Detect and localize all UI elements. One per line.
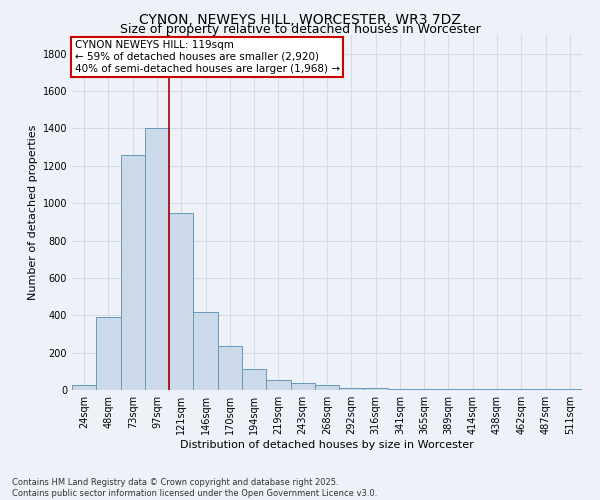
Bar: [145, 128, 169, 390]
Text: CYNON NEWEYS HILL: 119sqm
← 59% of detached houses are smaller (2,920)
40% of se: CYNON NEWEYS HILL: 119sqm ← 59% of detac…: [74, 40, 340, 74]
Bar: [412, 389, 436, 390]
Bar: [193, 312, 218, 390]
Bar: [290, 384, 315, 390]
Bar: [266, 380, 290, 390]
Text: Size of property relative to detached houses in Worcester: Size of property relative to detached ho…: [119, 22, 481, 36]
Bar: [339, 388, 364, 390]
Text: CYNON, NEWEYS HILL, WORCESTER, WR3 7DZ: CYNON, NEWEYS HILL, WORCESTER, WR3 7DZ: [139, 12, 461, 26]
Bar: [558, 389, 582, 390]
Bar: [315, 386, 339, 390]
X-axis label: Distribution of detached houses by size in Worcester: Distribution of detached houses by size …: [180, 440, 474, 450]
Bar: [533, 389, 558, 390]
Bar: [461, 389, 485, 390]
Bar: [388, 389, 412, 390]
Bar: [436, 389, 461, 390]
Bar: [242, 368, 266, 390]
Bar: [509, 389, 533, 390]
Text: Contains HM Land Registry data © Crown copyright and database right 2025.
Contai: Contains HM Land Registry data © Crown c…: [12, 478, 377, 498]
Bar: [121, 154, 145, 390]
Bar: [169, 212, 193, 390]
Bar: [96, 317, 121, 390]
Y-axis label: Number of detached properties: Number of detached properties: [28, 125, 38, 300]
Bar: [364, 388, 388, 390]
Bar: [72, 386, 96, 390]
Bar: [485, 389, 509, 390]
Bar: [218, 346, 242, 390]
